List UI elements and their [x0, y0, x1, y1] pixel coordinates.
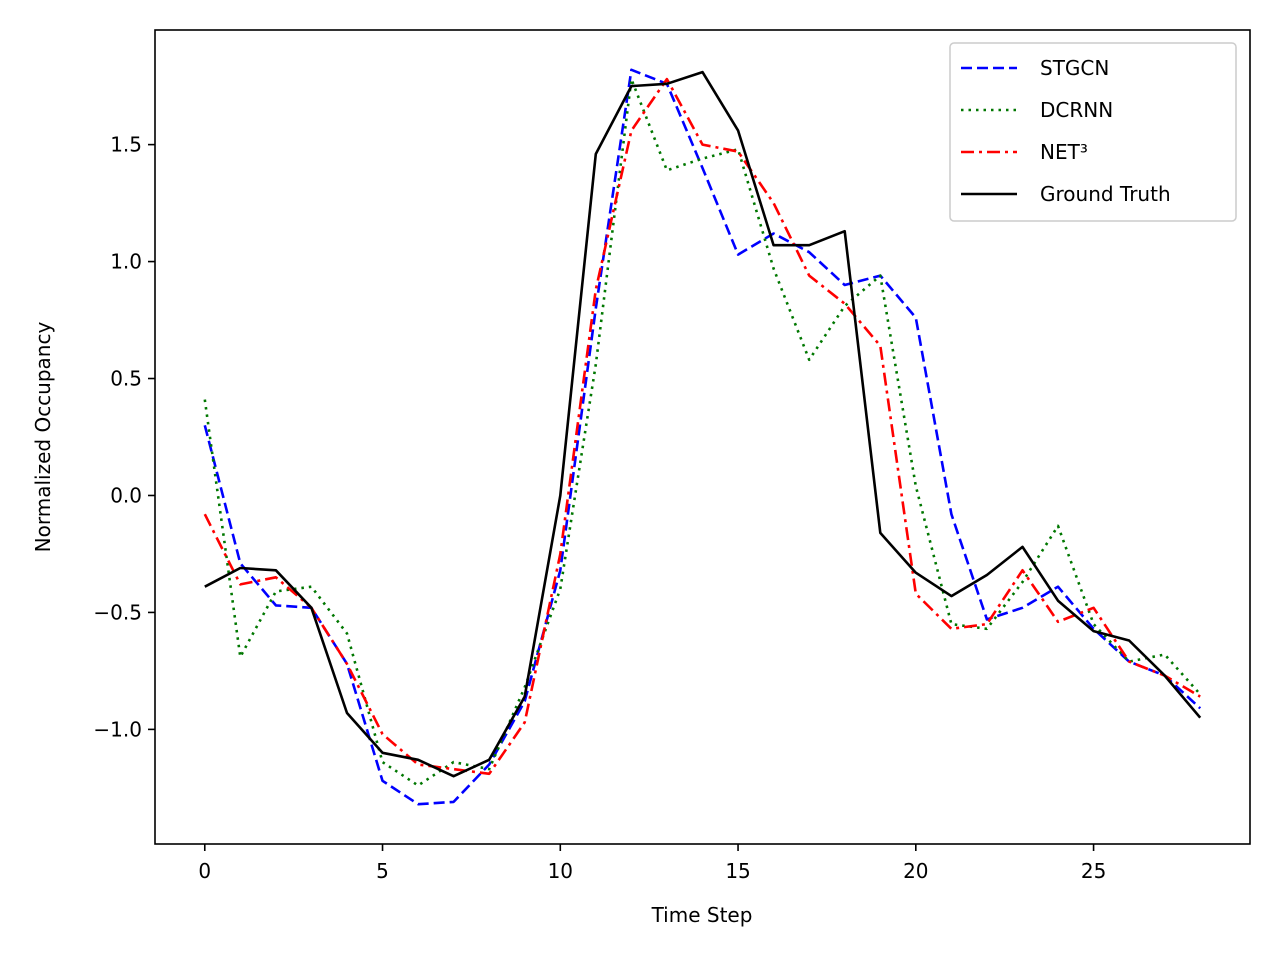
y-tick-label: −0.5 — [93, 600, 142, 624]
legend-label: NET³ — [1040, 140, 1088, 164]
legend: STGCN DCRNN NET³ Ground Truth — [949, 42, 1237, 222]
legend-label: DCRNN — [1040, 98, 1113, 122]
series-line-stgcn — [203, 68, 1202, 806]
y-axis-label: Normalized Occupancy — [31, 322, 55, 553]
y-axis: −1.0 −0.5 0.0 0.5 1.0 1.5 — [93, 133, 155, 741]
legend-frame — [949, 42, 1237, 222]
x-tick-label: 0 — [198, 859, 211, 883]
y-tick-label: 0.5 — [110, 367, 142, 391]
legend-label: Ground Truth — [1040, 182, 1171, 206]
x-tick-label: 25 — [1081, 859, 1106, 883]
y-tick-label: 0.0 — [110, 483, 142, 507]
y-tick-label: 1.5 — [110, 133, 142, 157]
x-axis-label: Time Step — [651, 903, 753, 927]
y-tick-label: −1.0 — [93, 717, 142, 741]
x-tick-label: 5 — [376, 859, 389, 883]
series-line-ground-truth — [204, 70, 1202, 778]
series-layer — [203, 68, 1202, 806]
y-tick-label: 1.0 — [110, 250, 142, 274]
series-line-net- — [203, 77, 1201, 776]
x-axis: 0 5 10 15 20 25 — [198, 844, 1106, 883]
x-tick-label: 10 — [548, 859, 573, 883]
plot-frame — [154, 29, 1251, 845]
x-tick-label: 20 — [903, 859, 928, 883]
legend-label: STGCN — [1040, 56, 1109, 80]
x-tick-label: 15 — [725, 859, 750, 883]
